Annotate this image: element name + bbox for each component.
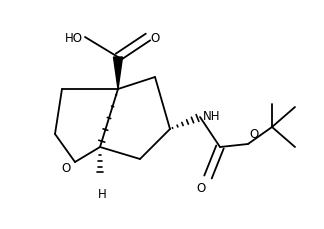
Text: O: O	[249, 128, 258, 140]
Text: NH: NH	[203, 109, 221, 122]
Text: O: O	[150, 31, 159, 44]
Polygon shape	[113, 58, 122, 90]
Text: H: H	[98, 187, 106, 200]
Text: O: O	[62, 161, 71, 174]
Text: O: O	[197, 181, 206, 194]
Text: HO: HO	[65, 31, 83, 44]
